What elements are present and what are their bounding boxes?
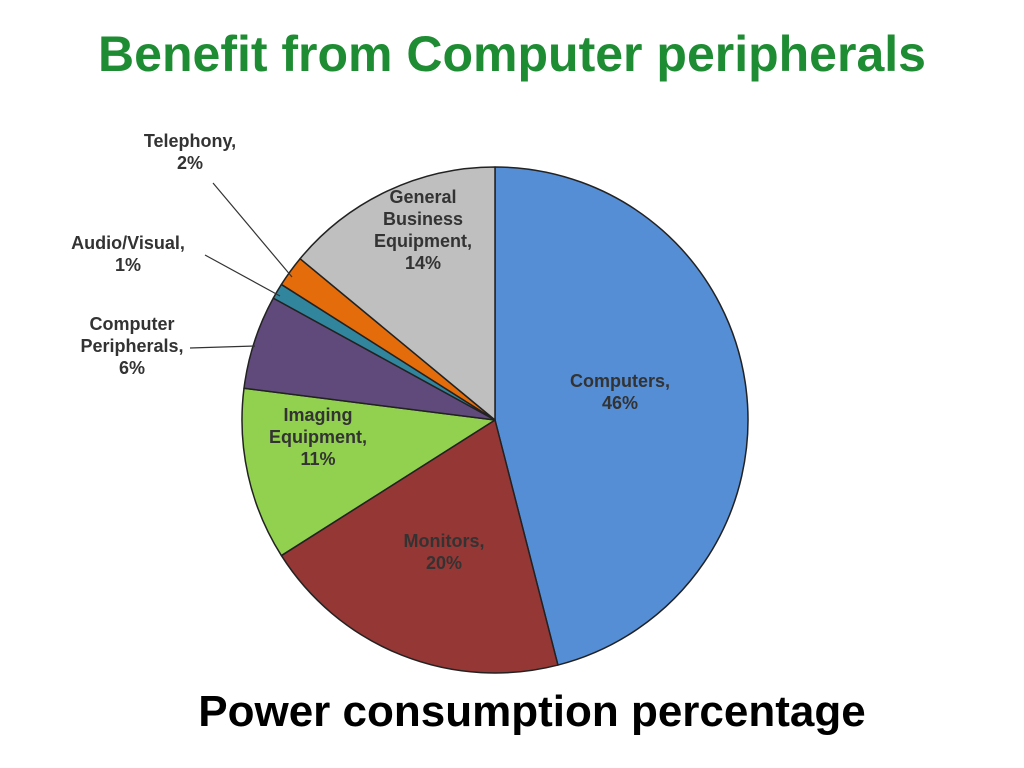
leader-line-4 bbox=[189, 345, 256, 349]
slice-name-line: Peripherals, bbox=[80, 336, 183, 356]
slice-value: 6% bbox=[119, 358, 145, 378]
slice-name-line: Equipment, bbox=[269, 427, 367, 447]
slide-title: Benefit from Computer peripherals bbox=[98, 26, 926, 82]
slice-value: 14% bbox=[405, 253, 441, 273]
slice-label-1: Computers, 46% bbox=[570, 371, 670, 413]
leader-lines bbox=[189, 182, 293, 349]
chart-caption: Power consumption percentage bbox=[198, 687, 866, 736]
slice-name-line: Computer bbox=[90, 314, 175, 334]
leader-line-6 bbox=[212, 182, 293, 278]
slice-value: 11% bbox=[300, 449, 335, 469]
slice-name-line: Business bbox=[383, 209, 463, 229]
pie-slice-2 bbox=[280, 419, 559, 674]
pie-slice-1 bbox=[494, 166, 749, 666]
pie-slice-3 bbox=[241, 387, 496, 557]
slice-label-7: General Business Equipment, 14% bbox=[374, 187, 472, 273]
slice-label-3: Imaging Equipment, 11% bbox=[269, 405, 367, 469]
slice-name-line: General bbox=[389, 187, 456, 207]
slice-value: 1% bbox=[115, 255, 141, 275]
slice-name-line: Audio/Visual, bbox=[71, 233, 185, 253]
slice-value: 2% bbox=[177, 153, 203, 173]
slice-value: 20% bbox=[426, 553, 462, 573]
slice-labels: Computers, 46%Monitors, 20%Imaging Equipmen… bbox=[71, 131, 670, 573]
pie-slice-7 bbox=[299, 166, 496, 421]
slice-label-6: Telephony, 2% bbox=[144, 131, 236, 173]
slice-name-line: Imaging bbox=[283, 405, 352, 425]
slice-label-5: Audio/Visual, 1% bbox=[71, 233, 185, 275]
slice-name-line: Telephony, bbox=[144, 131, 236, 151]
slice-label-4: Computer Peripherals, 6% bbox=[80, 314, 183, 378]
slice-name-line: Monitors, bbox=[404, 531, 485, 551]
leader-line-5 bbox=[204, 254, 281, 297]
slice-name-line: Equipment, bbox=[374, 231, 472, 251]
slice-name-line: Computers, bbox=[570, 371, 670, 391]
slice-value: 46% bbox=[602, 393, 638, 413]
slice-label-2: Monitors, 20% bbox=[404, 531, 485, 573]
pie-slices bbox=[241, 166, 749, 674]
